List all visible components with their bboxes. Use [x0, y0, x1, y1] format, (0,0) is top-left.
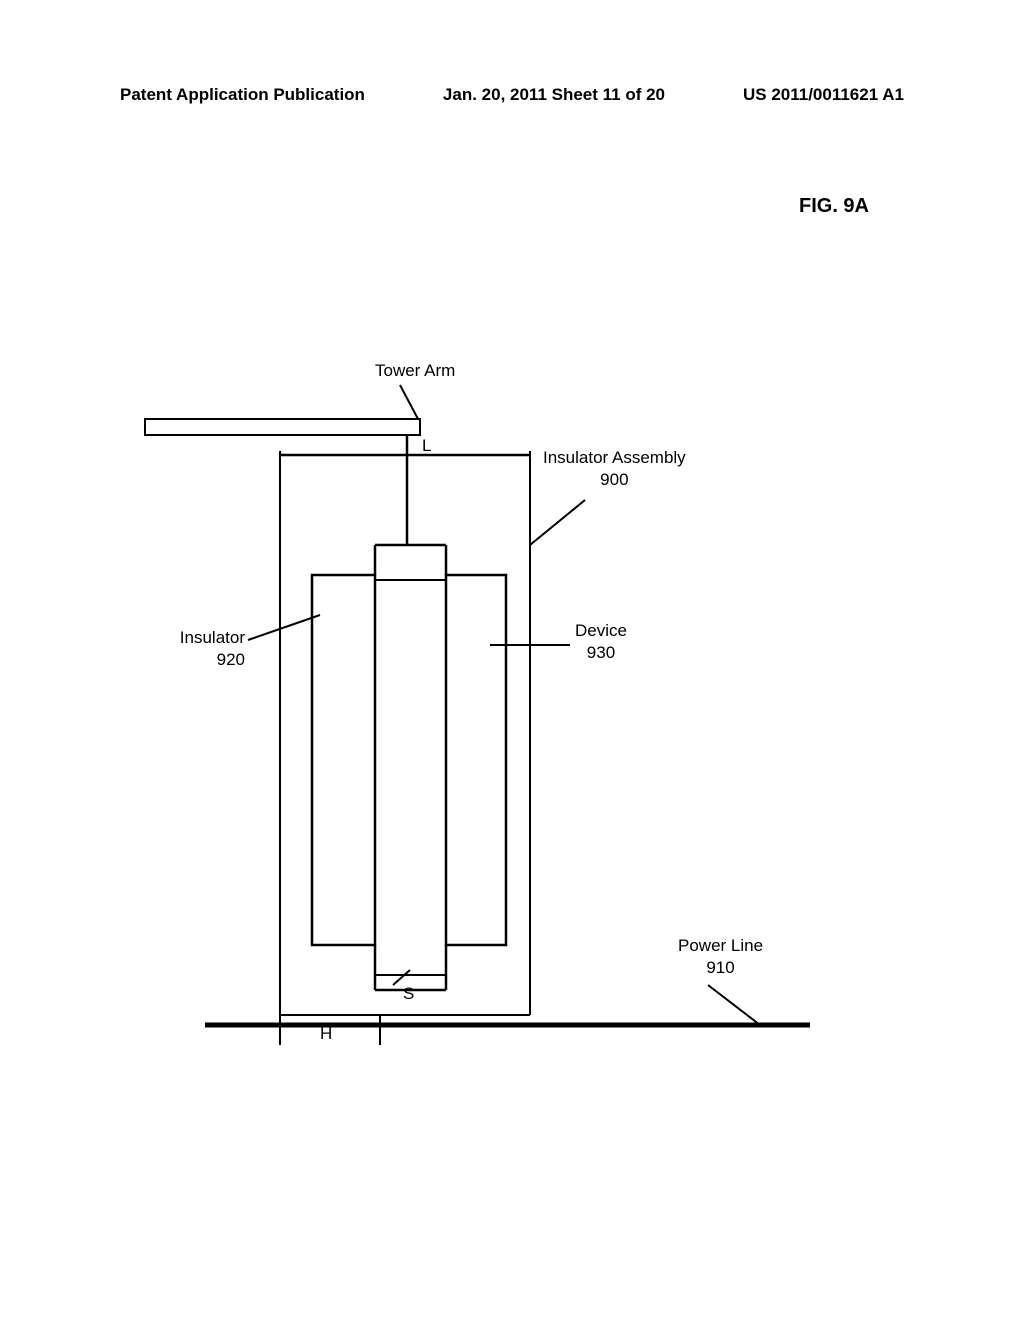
- header-center: Jan. 20, 2011 Sheet 11 of 20: [443, 85, 665, 105]
- label-S: S: [403, 983, 414, 1005]
- header-right: US 2011/0011621 A1: [743, 85, 904, 105]
- label-insulator-num: 920: [217, 650, 245, 669]
- label-insulator-assembly-text: Insulator Assembly: [543, 448, 686, 467]
- diagram-svg: [120, 365, 900, 1065]
- page-header: Patent Application Publication Jan. 20, …: [0, 85, 1024, 105]
- label-power-line-text: Power Line: [678, 936, 763, 955]
- figure-label: FIG. 9A: [799, 195, 869, 218]
- label-tower-arm: Tower Arm: [375, 360, 455, 382]
- label-H: H: [320, 1023, 332, 1045]
- label-device-num: 930: [587, 643, 615, 662]
- label-device-text: Device: [575, 621, 627, 640]
- label-insulator-assembly-num: 900: [543, 469, 686, 491]
- label-power-line-num: 910: [706, 958, 734, 977]
- header-left: Patent Application Publication: [120, 85, 365, 105]
- label-L: L: [422, 435, 431, 457]
- label-insulator-text: Insulator: [180, 628, 245, 647]
- diagram-container: Tower Arm L Insulator Assembly 900 Insul…: [120, 365, 900, 1065]
